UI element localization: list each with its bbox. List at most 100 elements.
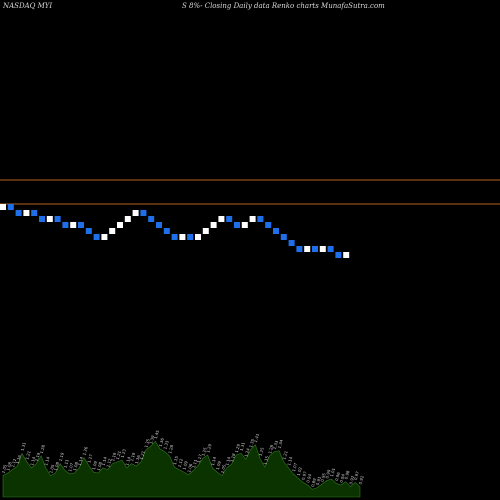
volume-label: 1.16 bbox=[134, 454, 141, 464]
volume-label: 0.92 bbox=[348, 475, 355, 485]
volume-label: 1.31 bbox=[20, 441, 27, 451]
renko-brick-down bbox=[265, 222, 272, 228]
volume-label: 1.01 bbox=[329, 467, 336, 477]
volume-label: 1.05 bbox=[48, 464, 55, 474]
volume-label: 1.08 bbox=[5, 461, 12, 471]
volume-label: 1.34 bbox=[277, 439, 284, 449]
volume-label: 1.33 bbox=[162, 440, 169, 450]
volume-label: 1.23 bbox=[120, 448, 127, 458]
renko-brick-up bbox=[0, 204, 6, 210]
renko-brick-down bbox=[171, 234, 178, 240]
volume-label: 1.35 bbox=[143, 438, 150, 448]
renko-brick-down bbox=[273, 228, 279, 234]
volume-label: 1.21 bbox=[24, 450, 31, 460]
volume-label: 1.29 bbox=[205, 443, 212, 453]
volume-label: 1.14 bbox=[101, 456, 108, 466]
renko-brick-up bbox=[319, 246, 326, 252]
volume-label: 1.08 bbox=[72, 461, 79, 471]
volume-label: 1.06 bbox=[186, 463, 193, 473]
volume-label: 1.14 bbox=[224, 456, 231, 466]
volume-label: 1.25 bbox=[201, 446, 208, 456]
volume-label: 1.19 bbox=[58, 452, 65, 462]
renko-brick-down bbox=[280, 234, 287, 240]
renko-brick-up bbox=[343, 252, 350, 258]
volume-label: 1.02 bbox=[296, 466, 303, 476]
renko-brick-down bbox=[257, 216, 264, 222]
renko-brick-up bbox=[46, 216, 53, 222]
volume-label: 1.33 bbox=[272, 440, 279, 450]
volume-label: 1.14 bbox=[210, 456, 217, 466]
volume-label: 1.09 bbox=[215, 460, 222, 470]
renko-brick-down bbox=[335, 252, 342, 258]
volume-label: 0.96 bbox=[334, 471, 341, 481]
volume-label: 1.17 bbox=[196, 453, 203, 463]
volume-label: 1.28 bbox=[267, 444, 274, 454]
volume-label: 0.89 bbox=[310, 477, 317, 487]
volume-label: 0.94 bbox=[339, 473, 346, 483]
renko-brick-up bbox=[117, 222, 123, 228]
renko-brick-up bbox=[218, 216, 225, 222]
renko-brick-down bbox=[156, 222, 162, 228]
volume-label: 1.12 bbox=[10, 458, 17, 468]
renko-brick-up bbox=[101, 234, 108, 240]
volume-label: 1.11 bbox=[63, 458, 70, 468]
volume-label: 1.25 bbox=[258, 446, 265, 456]
volume-label: 1.35 bbox=[248, 438, 255, 448]
renko-brick-down bbox=[93, 234, 100, 240]
volume-label: 1.05 bbox=[220, 464, 227, 474]
volume-label: 1.21 bbox=[139, 450, 146, 460]
renko-brick-up bbox=[210, 222, 217, 228]
volume-label: 0.99 bbox=[324, 469, 331, 479]
renko-brick-down bbox=[296, 246, 303, 252]
volume-label: 1.21 bbox=[115, 450, 122, 460]
volume-label: 1.36 bbox=[158, 437, 165, 447]
volume-label: 1.28 bbox=[167, 444, 174, 454]
volume-label: 1.15 bbox=[172, 455, 179, 465]
volume-panel: 1.051.081.121.161.311.211.141.191.281.14… bbox=[1, 429, 365, 498]
volume-label: 1.09 bbox=[91, 460, 98, 470]
volume-label: 1.17 bbox=[86, 453, 93, 463]
renko-brick-down bbox=[39, 216, 45, 222]
volume-label: 1.14 bbox=[29, 456, 36, 466]
volume-label: 1.14 bbox=[286, 456, 293, 466]
renko-brick-down bbox=[140, 210, 147, 216]
renko-bricks bbox=[0, 204, 350, 258]
volume-label: 0.97 bbox=[301, 470, 308, 480]
volume-label: 0.98 bbox=[343, 470, 350, 480]
renko-brick-down bbox=[163, 228, 170, 234]
renko-brick-up bbox=[70, 222, 77, 228]
volume-label: 1.45 bbox=[153, 429, 160, 439]
renko-brick-up bbox=[179, 234, 186, 240]
renko-brick-down bbox=[78, 222, 84, 228]
chart-header-ticker: NASDAQ MYI bbox=[3, 2, 53, 10]
volume-label: 1.26 bbox=[82, 446, 89, 456]
volume-label: 1.11 bbox=[191, 458, 198, 468]
renko-brick-down bbox=[7, 204, 14, 210]
volume-label: 0.95 bbox=[320, 472, 327, 482]
volume-label: 1.08 bbox=[53, 461, 60, 471]
renko-brick-up bbox=[202, 228, 209, 234]
volume-label: 1.19 bbox=[34, 452, 41, 462]
volume-label: 1.09 bbox=[182, 460, 189, 470]
renko-brick-down bbox=[327, 246, 334, 252]
renko-brick-up bbox=[109, 228, 116, 234]
renko-brick-down bbox=[288, 240, 295, 246]
renko-brick-up bbox=[132, 210, 139, 216]
volume-label: 1.41 bbox=[253, 433, 260, 443]
volume-label: 0.97 bbox=[353, 470, 360, 480]
volume-label: 1.14 bbox=[43, 456, 50, 466]
renko-brick-up bbox=[249, 216, 256, 222]
volume-label: 0.94 bbox=[305, 473, 312, 483]
volume-label: 1.31 bbox=[239, 441, 246, 451]
renko-brick-down bbox=[62, 222, 69, 228]
volume-label: 1.21 bbox=[281, 450, 288, 460]
volume-label: 1.15 bbox=[262, 455, 269, 465]
volume-label: 1.24 bbox=[243, 447, 250, 457]
renko-brick-up bbox=[23, 210, 30, 216]
volume-label: 1.07 bbox=[67, 462, 74, 472]
volume-label: 1.18 bbox=[229, 452, 236, 462]
volume-label: 0.92 bbox=[358, 475, 365, 485]
renko-brick-down bbox=[187, 234, 194, 240]
renko-brick-up bbox=[195, 234, 201, 240]
